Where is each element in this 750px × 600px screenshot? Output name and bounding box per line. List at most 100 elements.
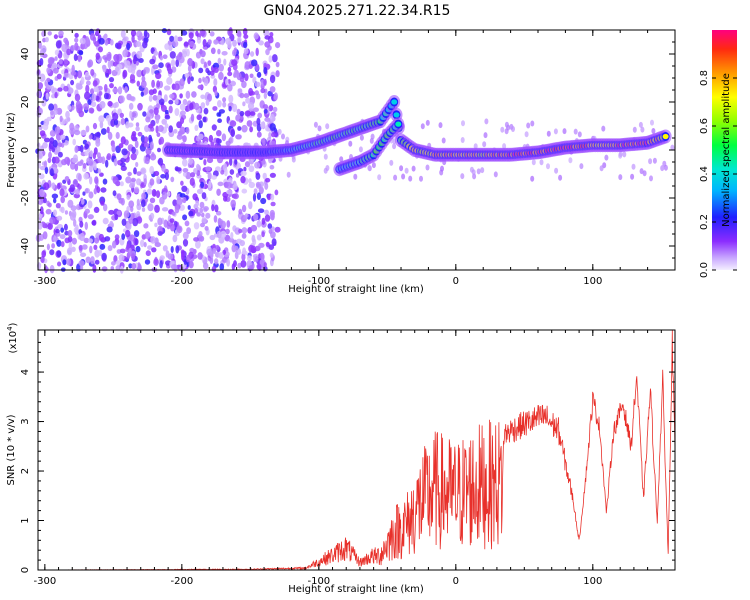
- halo-blob: [353, 173, 358, 180]
- noise-blob: [207, 172, 212, 180]
- noise-blob: [201, 212, 205, 218]
- noise-blob: [38, 40, 42, 50]
- noise-blob: [112, 240, 117, 249]
- noise-blob: [169, 51, 176, 59]
- noise-blob: [242, 247, 247, 255]
- noise-blob: [203, 61, 207, 68]
- halo-blob: [599, 165, 604, 172]
- colorbar-tick-label: 0.0: [699, 262, 710, 278]
- noise-blob: [78, 260, 85, 267]
- halo-blob: [562, 128, 567, 135]
- noise-blob: [53, 34, 59, 40]
- noise-blob: [177, 36, 183, 42]
- noise-blob: [218, 252, 224, 259]
- x-tick-label: -200: [170, 276, 193, 287]
- noise-blob: [136, 198, 140, 206]
- noise-blob: [261, 217, 266, 225]
- noise-blob: [168, 125, 173, 133]
- noise-blob: [157, 231, 163, 236]
- noise-blob: [90, 69, 95, 76]
- halo-blob: [579, 163, 584, 170]
- noise-blob: [131, 131, 137, 137]
- noise-blob: [240, 260, 247, 268]
- noise-blob: [227, 83, 233, 92]
- noise-blob: [180, 180, 184, 186]
- noise-blob: [220, 220, 227, 229]
- noise-blob: [61, 43, 68, 53]
- noise-blob: [60, 196, 65, 204]
- noise-blob: [159, 196, 165, 205]
- noise-blob: [138, 58, 144, 63]
- noise-blob: [47, 202, 52, 208]
- noise-blob: [182, 98, 188, 106]
- noise-blob: [66, 48, 72, 56]
- noise-blob: [47, 222, 53, 230]
- halo-blob: [670, 144, 675, 151]
- y-tick-label: 4: [20, 369, 31, 375]
- noise-blob: [136, 171, 142, 177]
- noise-blob: [67, 235, 73, 243]
- noise-blob: [73, 218, 77, 227]
- noise-blob: [168, 105, 173, 114]
- noise-blob: [226, 220, 231, 228]
- noise-blob: [269, 209, 275, 218]
- noise-blob: [268, 228, 273, 234]
- noise-blob: [110, 266, 115, 271]
- noise-blob: [154, 222, 158, 228]
- noise-blob: [196, 114, 202, 121]
- noise-blob: [187, 65, 192, 73]
- noise-blob: [54, 231, 61, 237]
- noise-blob: [135, 41, 142, 47]
- noise-blob: [53, 198, 57, 204]
- noise-blob: [207, 60, 212, 66]
- noise-blob: [211, 265, 217, 273]
- noise-blob: [193, 222, 200, 230]
- noise-blob: [74, 93, 81, 102]
- noise-blob: [128, 200, 135, 208]
- noise-blob: [95, 139, 101, 147]
- noise-blob: [161, 118, 167, 125]
- noise-blob: [37, 69, 41, 76]
- noise-blob: [92, 264, 97, 273]
- noise-blob: [169, 218, 175, 223]
- noise-blob: [128, 218, 133, 224]
- noise-blob: [185, 126, 190, 135]
- halo-blob: [460, 137, 465, 143]
- halo-blob: [473, 143, 478, 150]
- noise-blob: [114, 101, 119, 108]
- halo-blob: [530, 120, 535, 127]
- noise-blob: [78, 50, 84, 56]
- halo-blob: [663, 164, 668, 171]
- snr-panel: -300 -200 -100 0 100 0 1 2 3 4 Height of straight…: [6, 322, 676, 595]
- snr-series-line: [38, 329, 676, 571]
- noise-blob: [230, 129, 235, 138]
- noise-blob: [222, 101, 227, 108]
- noise-blob: [148, 94, 153, 102]
- noise-blob: [146, 188, 153, 195]
- noise-blob: [107, 131, 113, 140]
- noise-blob: [239, 92, 245, 99]
- noise-blob: [241, 80, 247, 89]
- noise-blob: [170, 59, 176, 67]
- halo-blob: [504, 121, 509, 128]
- noise-blob: [72, 138, 76, 146]
- noise-blob: [230, 232, 234, 240]
- noise-blob: [257, 71, 262, 78]
- noise-blob: [201, 217, 207, 224]
- halo-blob: [650, 119, 654, 126]
- noise-blob: [64, 156, 71, 165]
- noise-blob: [89, 176, 93, 185]
- noise-blob: [263, 67, 268, 75]
- noise-blob: [63, 72, 70, 78]
- halo-blob: [568, 157, 573, 164]
- noise-blob: [153, 107, 159, 116]
- noise-blob: [89, 150, 93, 158]
- noise-blob: [187, 205, 191, 210]
- noise-blob: [213, 78, 218, 87]
- noise-blob: [197, 84, 204, 90]
- noise-blob: [69, 122, 75, 131]
- noise-blob: [105, 159, 109, 168]
- noise-blob: [230, 199, 236, 208]
- noise-blob: [176, 134, 183, 140]
- y-tick-label: 40: [20, 48, 31, 61]
